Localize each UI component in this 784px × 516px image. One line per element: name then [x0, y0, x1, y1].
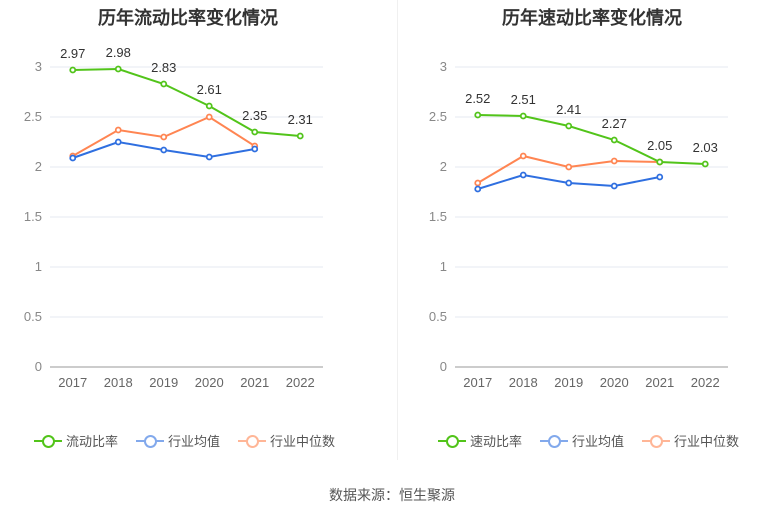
data-point: [160, 80, 168, 88]
legend-label: 速动比率: [470, 434, 523, 449]
chart-1: 0 0.5 1 1.5 2 2.5 3 2017 2018 2019 2020 2021 2022 2.5…: [429, 59, 728, 390]
y-tick-label: 2: [440, 159, 447, 174]
data-label: 2.61: [197, 82, 222, 97]
x-tick-label: 2018: [104, 375, 133, 390]
data-point: [519, 171, 527, 179]
data-label: 2.27: [602, 116, 627, 131]
data-point: [474, 179, 482, 187]
divider: [397, 0, 398, 460]
data-point: [114, 65, 122, 73]
y-tick-label: 3: [440, 59, 447, 74]
chart-0: 0 0.5 1 1.5 2 2.5 3 2017 2018 2019 2020 2021 2022 2.9…: [24, 45, 323, 390]
legend-label: 行业均值: [572, 434, 625, 449]
data-point: [565, 163, 573, 171]
legend-label: 行业中位数: [270, 434, 336, 449]
x-tick-label: 2017: [463, 375, 492, 390]
data-point: [656, 173, 664, 181]
data-point: [69, 154, 77, 162]
x-tick-label: 2020: [600, 375, 629, 390]
data-point: [519, 112, 527, 120]
data-point: [474, 185, 482, 193]
x-tick-label: 2022: [286, 375, 315, 390]
x-tick-label: 2017: [58, 375, 87, 390]
y-tick-label: 1: [35, 259, 42, 274]
data-point: [474, 111, 482, 119]
data-label: 2.51: [511, 92, 536, 107]
y-tick-label: 0: [440, 359, 447, 374]
legend-item[interactable]: 行业均值: [136, 431, 220, 450]
legend-marker-icon: [642, 434, 671, 448]
legend-item[interactable]: 流动比率: [34, 431, 118, 450]
legend-marker-icon: [136, 434, 165, 448]
data-label: 2.52: [465, 91, 490, 106]
y-tick-label: 2: [35, 159, 42, 174]
x-tick-label: 2018: [509, 375, 538, 390]
legend-item[interactable]: 速动比率: [438, 431, 522, 450]
y-tick-label: 1.5: [24, 209, 42, 224]
y-tick-label: 0.5: [429, 309, 447, 324]
data-point: [205, 102, 213, 110]
data-label: 2.05: [647, 138, 672, 153]
legend-current: 流动比率 行业均值 行业中位数: [34, 431, 335, 450]
data-label: 2.35: [242, 108, 267, 123]
series-line-流动比率: [72, 67, 301, 137]
y-tick-label: 3: [35, 59, 42, 74]
legend-marker-icon: [438, 434, 466, 448]
y-tick-label: 2.5: [24, 109, 42, 124]
legend-quick: 速动比率 行业均值 行业中位数: [438, 431, 739, 450]
data-point: [610, 182, 618, 190]
data-point: [251, 145, 259, 153]
data-label: 2.97: [60, 46, 85, 61]
source-note: 数据来源：恒生聚源: [329, 487, 455, 503]
data-point: [519, 152, 527, 160]
data-point: [69, 66, 77, 74]
data-point: [114, 126, 122, 134]
data-label: 2.83: [151, 60, 176, 75]
y-tick-label: 0.5: [24, 309, 42, 324]
data-point: [296, 132, 304, 140]
data-point: [610, 157, 618, 165]
data-label: 2.98: [106, 45, 131, 60]
data-label: 2.41: [556, 102, 581, 117]
data-point: [656, 158, 664, 166]
legend-label: 流动比率: [66, 434, 119, 449]
series-line-速动比率: [477, 114, 706, 165]
legend-marker-icon: [540, 434, 569, 448]
x-tick-label: 2020: [195, 375, 224, 390]
y-tick-label: 2.5: [429, 109, 447, 124]
chart-title-current-ratio: 历年流动比率变化情况: [98, 8, 278, 28]
y-tick-label: 0: [35, 359, 42, 374]
data-label: 2.31: [288, 112, 313, 127]
data-point: [205, 153, 213, 161]
legend-label: 行业中位数: [674, 434, 740, 449]
legend-label: 行业均值: [168, 434, 221, 449]
x-tick-label: 2019: [149, 375, 178, 390]
y-tick-label: 1: [440, 259, 447, 274]
legend-item[interactable]: 行业中位数: [642, 431, 739, 450]
legend-marker-icon: [238, 434, 267, 448]
data-point: [701, 160, 709, 168]
legend-item[interactable]: 行业中位数: [238, 431, 335, 450]
data-point: [160, 146, 168, 154]
legend-marker-icon: [34, 434, 62, 448]
data-point: [565, 179, 573, 187]
x-tick-label: 2021: [240, 375, 269, 390]
data-point: [251, 128, 259, 136]
data-point: [160, 133, 168, 141]
chart-title-quick-ratio: 历年速动比率变化情况: [502, 8, 682, 28]
x-tick-label: 2021: [645, 375, 674, 390]
legend-item[interactable]: 行业均值: [540, 431, 624, 450]
y-tick-label: 1.5: [429, 209, 447, 224]
x-tick-label: 2022: [691, 375, 720, 390]
x-tick-label: 2019: [554, 375, 583, 390]
data-point: [565, 122, 573, 130]
data-point: [205, 113, 213, 121]
data-label: 2.03: [693, 140, 718, 155]
data-point: [610, 136, 618, 144]
data-point: [114, 138, 122, 146]
